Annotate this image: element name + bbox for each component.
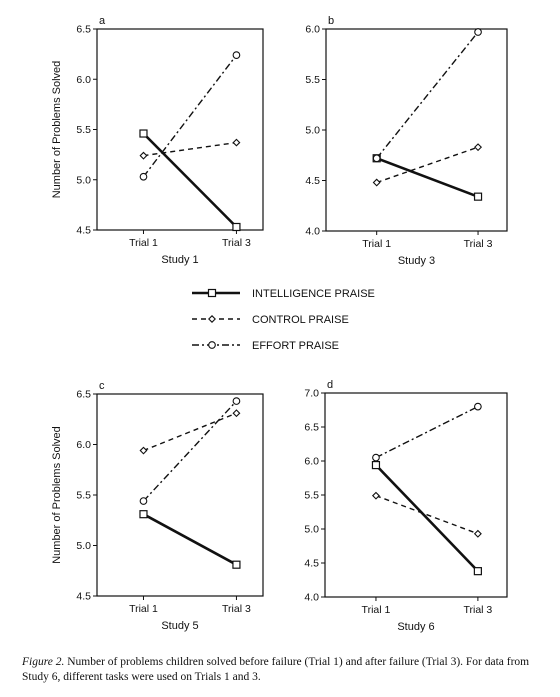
series-line — [375, 405, 479, 459]
legend-marker — [208, 315, 216, 323]
y-tick-label: 5.0 — [305, 125, 320, 137]
y-tick-label: 4.5 — [76, 591, 91, 603]
legend-marker — [207, 288, 217, 298]
y-tick-label: 5.0 — [76, 540, 91, 552]
data-point — [473, 567, 482, 576]
x-tick-label: Trial 3 — [222, 603, 251, 615]
chart-title: Study 3 — [398, 255, 435, 267]
data-point — [232, 51, 241, 59]
data-point — [372, 453, 380, 462]
data-point — [371, 491, 380, 500]
y-tick-label: 6.0 — [76, 439, 91, 451]
data-point — [371, 460, 381, 470]
x-tick-label: Trial 3 — [464, 238, 493, 250]
data-point — [139, 497, 148, 505]
y-tick-label: 7.0 — [304, 388, 319, 400]
series-line — [142, 132, 238, 228]
series-line — [143, 412, 237, 452]
data-point — [474, 143, 483, 152]
chart-panel-d: 4.0 4.5 5.0 5.5 6.0 6.5 7.0 Trial 1 Trial 3 d Stud… — [304, 379, 508, 633]
data-point — [139, 151, 148, 160]
y-tick-label: 6.5 — [76, 389, 91, 401]
y-tick-label: 5.5 — [76, 124, 91, 136]
caption-label: Figure 2. — [22, 656, 65, 668]
data-point — [232, 397, 241, 405]
data-point — [474, 28, 482, 36]
legend-label: CONTROL PRAISE — [252, 314, 349, 326]
y-tick-label: 5.5 — [76, 490, 91, 502]
x-tick-label: Trial 1 — [129, 603, 158, 615]
data-point — [139, 129, 148, 138]
data-point — [232, 560, 241, 569]
x-tick-label: Trial 1 — [129, 237, 158, 249]
y-tick-label: 6.0 — [305, 24, 320, 36]
data-point — [232, 409, 241, 418]
y-tick-label: 6.5 — [76, 24, 91, 36]
data-point — [139, 172, 148, 181]
data-point — [372, 154, 381, 163]
chart-title: Study 1 — [161, 254, 198, 266]
series-line — [376, 157, 479, 198]
series-line — [143, 141, 237, 157]
series-line — [375, 464, 479, 573]
chart-title: Study 6 — [397, 621, 434, 633]
data-point — [473, 192, 483, 201]
y-tick-label: 4.5 — [305, 175, 320, 187]
data-point — [473, 529, 482, 538]
y-tick-label: 6.0 — [76, 74, 91, 86]
y-tick-label: 5.5 — [305, 74, 320, 86]
figure-caption: Figure 2. Number of problems children so… — [22, 655, 552, 685]
series-line — [142, 54, 237, 178]
panel-letter: c — [99, 380, 105, 392]
series-line — [142, 400, 237, 502]
panel-letter: b — [328, 15, 334, 27]
y-tick-label: 5.0 — [76, 174, 91, 186]
y-tick-label: 4.0 — [305, 226, 320, 238]
x-tick-label: Trial 3 — [463, 604, 492, 616]
series-line — [376, 31, 479, 159]
series-line — [142, 513, 238, 566]
x-tick-label: Trial 3 — [222, 237, 251, 249]
y-tick-label: 4.5 — [76, 225, 91, 237]
data-point — [139, 446, 148, 455]
caption-text: Number of problems children solved befor… — [22, 656, 530, 683]
data-point — [139, 510, 148, 519]
x-tick-label: Trial 1 — [362, 604, 391, 616]
y-tick-label: 5.0 — [304, 524, 319, 536]
y-tick-label: 5.5 — [304, 490, 319, 502]
y-tick-label: 4.0 — [304, 592, 319, 604]
series-line — [375, 495, 479, 535]
y-tick-label: 6.0 — [304, 456, 319, 468]
y-tick-label: 4.5 — [304, 558, 319, 570]
data-point — [474, 402, 482, 411]
y-tick-label: 6.5 — [304, 422, 319, 434]
legend-label: EFFORT PRAISE — [252, 340, 339, 352]
data-point — [232, 138, 241, 147]
panel-letter: d — [327, 379, 333, 391]
chart-panel-a: 4.5 5.0 5.5 6.0 6.5 Trial 1 Trial 3 a Study 1 Num… — [51, 15, 264, 266]
plot-frame — [96, 28, 264, 231]
y-axis-label: Number of Problems Solved — [51, 426, 63, 564]
chart-title: Study 5 — [161, 620, 198, 632]
legend: INTELLIGENCE PRAISE CONTROL PRAISE EFFORT … — [192, 288, 375, 352]
chart-panel-b: 4.0 4.5 5.0 5.5 6.0 Trial 1 Trial 3 b Study 3 — [305, 15, 508, 267]
x-tick-label: Trial 1 — [362, 238, 391, 250]
y-axis-label: Number of Problems Solved — [51, 61, 63, 199]
chart-panel-c: 4.5 5.0 5.5 6.0 6.5 Trial 1 Trial 3 c Study 5 Num… — [51, 380, 264, 632]
plot-frame — [324, 392, 508, 598]
panel-letter: a — [99, 15, 106, 27]
legend-marker — [208, 341, 216, 349]
data-point — [232, 222, 241, 232]
legend-label: INTELLIGENCE PRAISE — [252, 288, 375, 300]
data-point — [372, 178, 381, 187]
